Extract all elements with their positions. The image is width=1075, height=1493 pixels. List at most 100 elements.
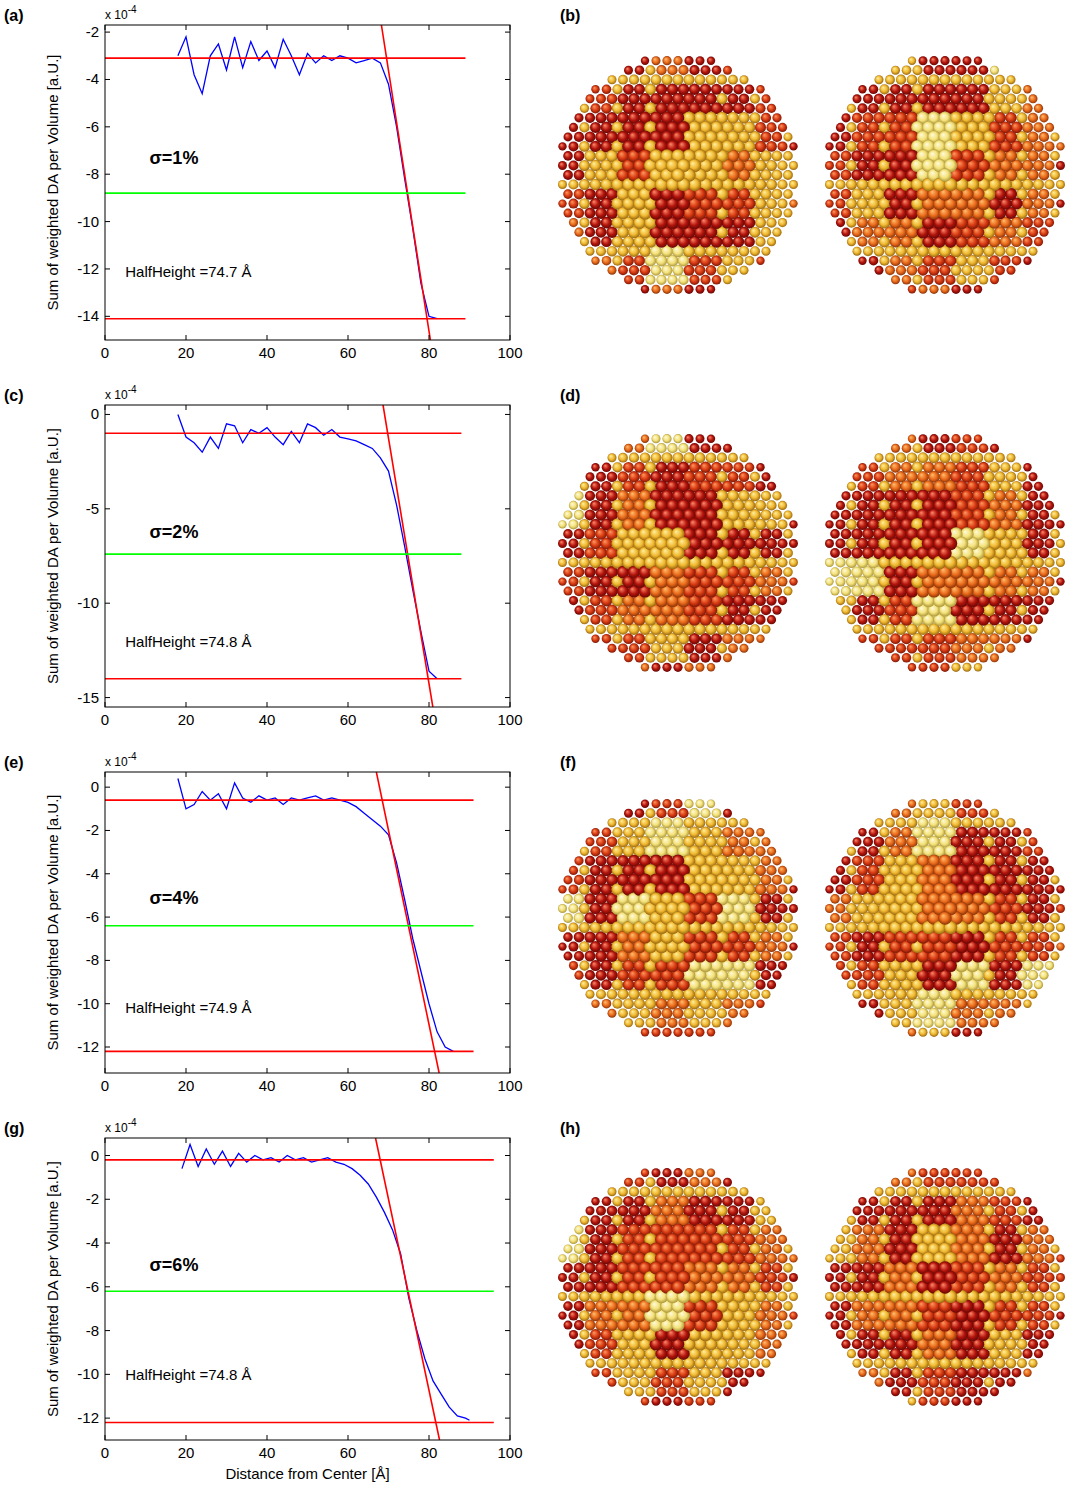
x-tick xyxy=(267,335,268,340)
y-tick-label: -4 xyxy=(86,70,99,87)
x-tick-label: 20 xyxy=(178,1077,195,1094)
fit-line xyxy=(105,192,465,194)
atom xyxy=(853,625,862,634)
atom xyxy=(574,170,585,181)
atom xyxy=(590,595,601,606)
atom xyxy=(857,122,868,133)
atom xyxy=(1045,519,1055,529)
atom xyxy=(984,643,994,653)
atom xyxy=(580,482,589,491)
y-tick xyxy=(105,316,110,317)
atom xyxy=(1028,131,1039,142)
atom xyxy=(846,557,857,568)
atom xyxy=(652,56,661,65)
y-tick-label: -14 xyxy=(77,307,99,324)
line-panel: 0204060801000-2-4-6-8-10-12x 10-4Sum of … xyxy=(4,1117,523,1482)
atom xyxy=(938,546,951,559)
y-tick xyxy=(505,697,510,698)
atom xyxy=(868,103,879,114)
atom xyxy=(846,519,857,530)
atom xyxy=(569,866,578,875)
atom xyxy=(858,463,866,471)
atom xyxy=(623,633,634,644)
atom xyxy=(558,942,566,950)
atom xyxy=(569,199,579,209)
atom xyxy=(772,228,781,237)
atom xyxy=(744,236,755,247)
atom xyxy=(1027,528,1038,539)
fit-line xyxy=(105,1290,494,1292)
atom xyxy=(585,491,595,501)
atom xyxy=(995,93,1006,104)
y-tick xyxy=(105,1286,110,1287)
atom xyxy=(591,85,599,93)
atom xyxy=(745,85,755,95)
y-tick-label: 0 xyxy=(91,1147,99,1164)
atom xyxy=(1017,94,1027,104)
atom xyxy=(979,275,989,285)
x-tick xyxy=(105,335,106,340)
atom xyxy=(1056,180,1065,189)
atom xyxy=(1051,510,1060,519)
atom xyxy=(1034,482,1043,491)
atom xyxy=(750,624,760,634)
x-tick-label: 60 xyxy=(340,1444,357,1461)
x-tick xyxy=(105,702,106,707)
atom xyxy=(574,208,584,218)
y-tick xyxy=(105,960,110,961)
atom xyxy=(767,847,776,856)
atom xyxy=(847,615,856,624)
atom xyxy=(951,643,962,654)
x-tick xyxy=(348,405,349,410)
x-tick xyxy=(267,772,268,777)
atom xyxy=(778,141,788,151)
atom xyxy=(673,663,682,672)
atom xyxy=(558,577,566,585)
atom xyxy=(652,285,661,294)
atom xyxy=(913,65,923,75)
atom xyxy=(846,596,856,606)
atom xyxy=(728,265,738,275)
atom xyxy=(995,75,1005,85)
atom xyxy=(841,491,850,500)
atom xyxy=(728,75,738,85)
atom xyxy=(568,538,578,548)
atom xyxy=(934,653,944,663)
atom xyxy=(1033,218,1043,228)
atom xyxy=(651,643,662,654)
x-tick-label: 100 xyxy=(497,1077,522,1094)
atom xyxy=(1012,85,1022,95)
atom xyxy=(784,587,793,596)
atom xyxy=(671,546,684,559)
plot-frame xyxy=(105,25,510,340)
atom xyxy=(684,1028,693,1037)
atom xyxy=(1006,472,1017,483)
atom xyxy=(629,453,639,463)
atom xyxy=(778,519,788,529)
atom xyxy=(755,237,765,247)
atom xyxy=(722,255,733,266)
y-tick-label: -10 xyxy=(77,594,99,611)
atom xyxy=(857,481,867,491)
atom xyxy=(635,65,645,75)
atom xyxy=(762,625,771,634)
atom xyxy=(760,566,771,577)
plot-frame xyxy=(105,772,510,1073)
plot-frame xyxy=(105,405,510,707)
x-tick xyxy=(267,1435,268,1440)
atom xyxy=(989,462,1000,473)
atom xyxy=(962,265,973,276)
atom xyxy=(1039,529,1050,540)
atom xyxy=(733,462,743,472)
atom xyxy=(852,586,863,597)
atom xyxy=(1039,113,1048,122)
line-panel: 0204060801000-5-10-15x 10-4Sum of weight… xyxy=(4,384,523,728)
atom xyxy=(707,435,715,443)
atom xyxy=(641,435,649,443)
atom xyxy=(1044,179,1054,189)
atom xyxy=(586,472,595,481)
atom xyxy=(579,198,590,209)
half-height-annotation: HalfHeight =74.8 Å xyxy=(125,1366,251,1383)
atom xyxy=(766,122,776,132)
atom xyxy=(641,1028,649,1036)
